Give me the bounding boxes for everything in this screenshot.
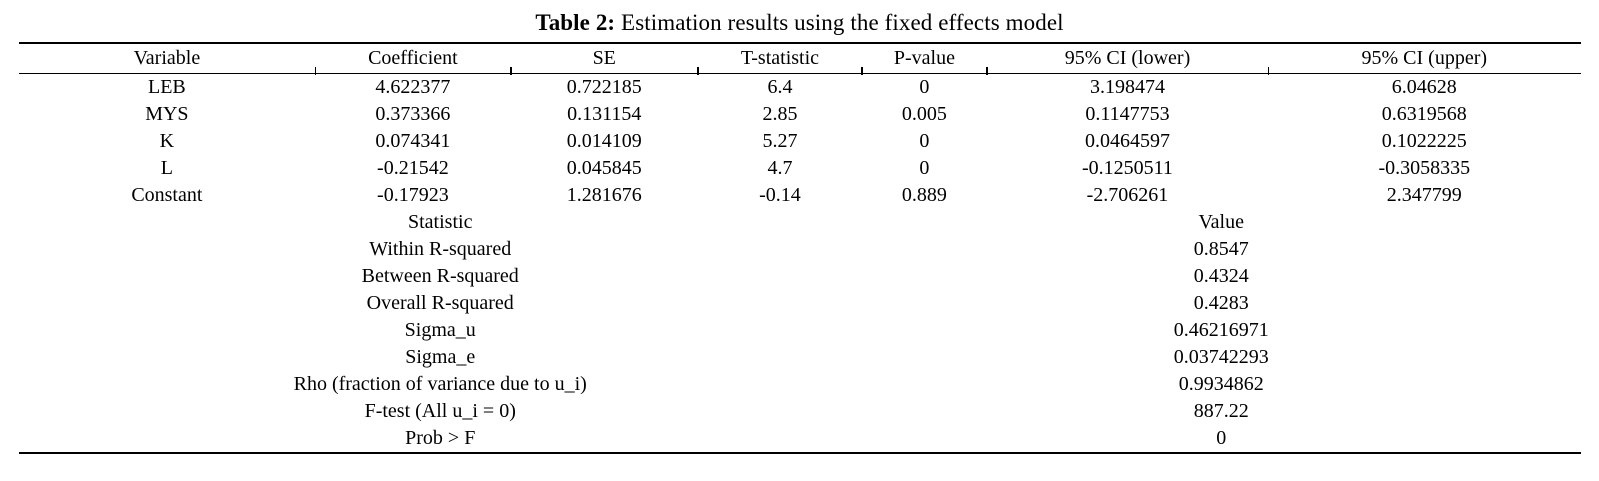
- stat-row: Within R-squared 0.8547: [19, 236, 1581, 263]
- col-header-variable: Variable: [18, 43, 317, 74]
- stat-row: F-test (All u_i = 0) 887.22: [19, 398, 1581, 425]
- cell-coefficient: -0.17923: [377, 184, 449, 206]
- cell-ci-lower: -2.706261: [1086, 184, 1169, 206]
- cell-ci-upper: -0.3058335: [1378, 157, 1471, 179]
- cell-ci-lower: -0.1250511: [1082, 157, 1173, 179]
- stat-label: Overall R-squared: [366, 292, 514, 314]
- stat-value: 0.8547: [1193, 238, 1249, 260]
- col-header-coefficient: Coefficient: [315, 43, 512, 74]
- stat-value: 0.46216971: [1173, 319, 1269, 341]
- cell-t-statistic: 6.4: [767, 76, 793, 98]
- stat-label: Prob > F: [405, 427, 476, 449]
- stat-row: Overall R-squared 0.4283: [19, 290, 1581, 317]
- cell-p-value: 0: [919, 157, 930, 179]
- stat-row: Between R-squared 0.4324: [19, 263, 1581, 290]
- stat-label: Within R-squared: [369, 238, 512, 260]
- stat-value: 887.22: [1193, 400, 1249, 422]
- cell-coefficient: 0.373366: [375, 103, 451, 125]
- cell-variable: MYS: [145, 103, 189, 125]
- table-row: MYS 0.373366 0.131154 2.85 0.005 0.11477…: [19, 101, 1581, 128]
- table-row: L -0.21542 0.045845 4.7 0 -0.1250511 -0.…: [19, 155, 1581, 182]
- cell-coefficient: 4.622377: [375, 76, 451, 98]
- col-header-se: SE: [510, 43, 700, 74]
- stat-value: 0.03742293: [1173, 346, 1269, 368]
- col-header-p-value: P-value: [861, 43, 988, 74]
- cell-p-value: 0.889: [901, 184, 947, 206]
- cell-ci-upper: 2.347799: [1386, 184, 1462, 206]
- stat-label: Sigma_e: [405, 346, 476, 368]
- table-title-label: Table 2:: [535, 10, 616, 35]
- col-header-ci-upper: 95% CI (upper): [1268, 43, 1581, 74]
- table-title-text: Estimation results using the fixed effec…: [615, 10, 1064, 35]
- cell-ci-lower: 0.0464597: [1084, 130, 1170, 152]
- cell-ci-lower: 0.1147753: [1085, 103, 1170, 125]
- stat-label: Between R-squared: [361, 265, 519, 287]
- stats-header-value: Value: [1198, 211, 1244, 233]
- cell-ci-upper: 6.04628: [1391, 76, 1457, 98]
- cell-t-statistic: 5.27: [762, 130, 798, 152]
- cell-coefficient: 0.074341: [375, 130, 451, 152]
- cell-se: 0.722185: [566, 76, 642, 98]
- cell-variable: LEB: [147, 76, 186, 98]
- stat-value: 0.4324: [1193, 265, 1249, 287]
- header-row: Variable Coefficient SE T-statistic P-va…: [18, 43, 1581, 74]
- stat-value: 0.4283: [1193, 292, 1249, 314]
- col-header-ci-lower: 95% CI (lower): [986, 43, 1270, 74]
- cell-ci-lower: 3.198474: [1089, 76, 1165, 98]
- col-header-t-statistic: T-statistic: [697, 43, 863, 74]
- stat-label: F-test (All u_i = 0): [364, 400, 516, 422]
- stats-header-label: Statistic: [408, 211, 473, 233]
- table-row: Constant -0.17923 1.281676 -0.14 0.889 -…: [19, 182, 1581, 209]
- table-title: Table 2: Estimation results using the fi…: [0, 9, 1599, 37]
- stat-value: 0.9934862: [1178, 373, 1264, 395]
- stat-row: Sigma_e 0.03742293: [19, 344, 1581, 371]
- cell-t-statistic: -0.14: [759, 184, 801, 206]
- cell-se: 0.131154: [567, 103, 642, 125]
- fixed-effects-results-table: Variable Coefficient SE T-statistic P-va…: [18, 42, 1581, 454]
- stat-label: Rho (fraction of variance due to u_i): [293, 373, 587, 395]
- cell-t-statistic: 4.7: [767, 157, 793, 179]
- cell-t-statistic: 2.85: [762, 103, 798, 125]
- stats-header-row: Statistic Value: [19, 209, 1581, 236]
- cell-p-value: 0: [919, 76, 930, 98]
- stat-row: Sigma_u 0.46216971: [19, 317, 1581, 344]
- cell-ci-upper: 0.1022225: [1381, 130, 1467, 152]
- cell-p-value: 0: [919, 130, 930, 152]
- cell-p-value: 0.005: [901, 103, 947, 125]
- cell-se: 1.281676: [566, 184, 642, 206]
- stat-row: Prob > F 0: [19, 425, 1581, 453]
- stat-label: Sigma_u: [404, 319, 476, 341]
- table-row: LEB 4.622377 0.722185 6.4 0 3.198474 6.0…: [19, 74, 1581, 102]
- stat-row: Rho (fraction of variance due to u_i) 0.…: [19, 371, 1581, 398]
- table-row: K 0.074341 0.014109 5.27 0 0.0464597 0.1…: [19, 128, 1581, 155]
- cell-coefficient: -0.21542: [377, 157, 449, 179]
- cell-se: 0.045845: [566, 157, 642, 179]
- stat-value: 0: [1216, 427, 1227, 449]
- cell-variable: Constant: [131, 184, 203, 206]
- cell-variable: K: [159, 130, 175, 152]
- cell-se: 0.014109: [566, 130, 642, 152]
- cell-ci-upper: 0.6319568: [1381, 103, 1467, 125]
- cell-variable: L: [160, 157, 173, 179]
